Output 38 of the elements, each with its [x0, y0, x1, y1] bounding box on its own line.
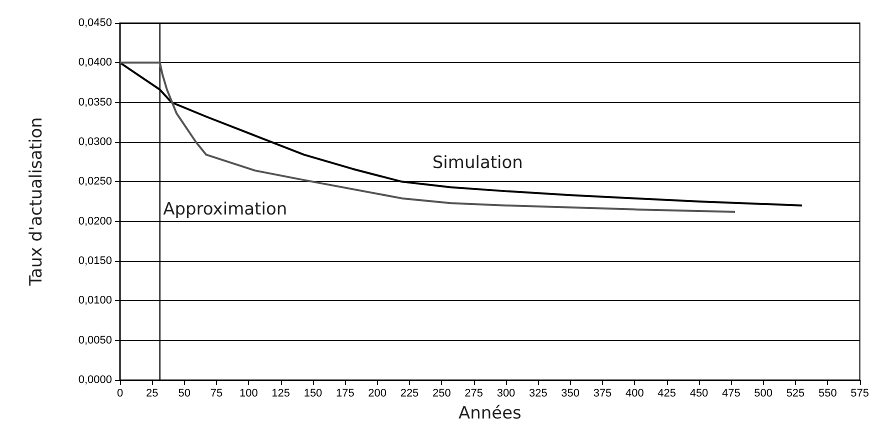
x-tick-label: 475: [722, 388, 740, 400]
y-tick-label: 0,0150: [78, 255, 112, 267]
y-tick-label: 0,0000: [78, 374, 112, 386]
series-label: Simulation: [432, 153, 523, 174]
x-tick-label: 100: [239, 388, 258, 400]
x-tick-label: 25: [146, 388, 158, 400]
x-tick-label: 400: [625, 388, 644, 400]
y-tick-label: 0,0400: [78, 56, 112, 69]
x-tick-label: 350: [561, 388, 580, 400]
x-tick-label: 225: [400, 388, 419, 400]
y-tick-label: 0,0100: [78, 294, 112, 307]
x-tick-label: 150: [304, 388, 322, 400]
y-axis-title: Taux d'actualisation: [26, 117, 46, 287]
series-label: Approximation: [163, 200, 288, 220]
y-tick-label: 0,0300: [78, 136, 112, 148]
x-tick-label: 75: [210, 388, 223, 400]
x-tick-label: 575: [850, 388, 870, 400]
x-tick-label: 450: [690, 388, 708, 400]
y-tick-label: 0,0350: [78, 96, 112, 108]
x-tick-label: 125: [272, 388, 290, 400]
x-tick-label: 275: [464, 388, 484, 400]
x-tick-label: 375: [593, 388, 612, 400]
x-tick-label: 200: [368, 388, 387, 400]
y-tick-label: 0,0450: [78, 17, 112, 29]
x-tick-label: 50: [178, 388, 190, 400]
x-tick-label: 250: [432, 388, 451, 400]
y-tick-label: 0,0250: [78, 176, 112, 188]
x-tick-label: 175: [336, 388, 354, 400]
x-tick-label: 300: [496, 388, 516, 400]
x-tick-label: 500: [754, 388, 773, 400]
y-tick-label: 0,0200: [78, 215, 112, 228]
x-tick-label: 0: [116, 388, 124, 400]
x-tick-label: 325: [528, 388, 548, 400]
x-tick-label: 550: [818, 388, 837, 400]
x-axis-title: Années: [458, 404, 522, 424]
y-tick-label: 0,0050: [78, 334, 112, 346]
x-tick-label: 425: [658, 388, 676, 400]
x-tick-label: 525: [786, 388, 805, 400]
